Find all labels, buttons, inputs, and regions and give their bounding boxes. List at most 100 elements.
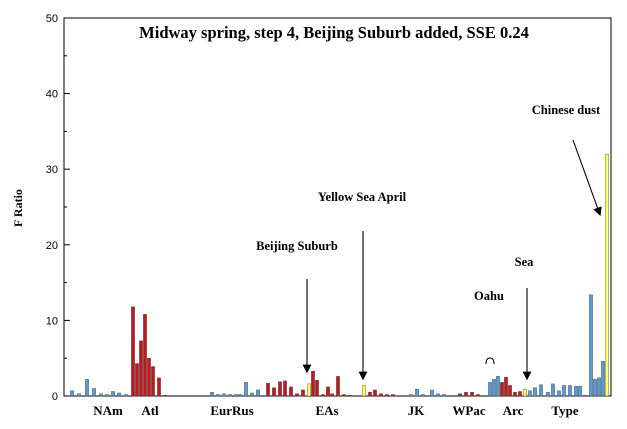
category-label: Type [551, 403, 578, 418]
bar-series [70, 153, 609, 397]
bar-red [163, 395, 167, 397]
category-label: EurRus [210, 403, 253, 418]
bar-yellow [605, 153, 609, 397]
bar-blue [256, 389, 260, 397]
bar-blue [546, 392, 550, 397]
category-label: Arc [503, 403, 524, 418]
bar-red [476, 394, 480, 397]
bar-blue [533, 387, 537, 397]
bar-red [289, 386, 293, 397]
bar-blue [574, 385, 578, 397]
bar-red [157, 377, 161, 397]
bar-blue [528, 390, 532, 397]
bar-red [500, 382, 504, 397]
y-axis-label: F Ratio [11, 189, 25, 227]
bar-yellow [307, 383, 311, 397]
bar-blue [117, 392, 121, 397]
bar-blue [557, 390, 561, 397]
annotation-label: Yellow Sea April [318, 190, 407, 204]
bar-red [311, 370, 315, 397]
bar-blue [409, 394, 413, 397]
bar-blue [415, 388, 419, 397]
y-tick-label: 0 [52, 391, 58, 403]
category-label: WPac [452, 403, 485, 418]
bar-red [272, 387, 276, 397]
bar-red [373, 389, 377, 397]
bar-blue [597, 377, 601, 397]
category-label: EAs [315, 403, 338, 418]
category-labels: NAm Atl EurRus EAs JK WPac Arc Type [93, 403, 579, 418]
bar-red [147, 358, 151, 397]
bar-red [283, 380, 287, 397]
bar-blue [430, 389, 434, 397]
bar-blue [250, 392, 254, 397]
bar-red [379, 393, 383, 397]
bar-blue [551, 383, 555, 397]
bar-red [321, 394, 325, 397]
bar-blue [210, 392, 214, 397]
bar-red [470, 392, 474, 397]
bar-blue [216, 394, 220, 397]
bar-blue [442, 394, 446, 397]
bar-red [342, 394, 346, 397]
y-tick-label: 40 [46, 89, 58, 101]
bar-red [348, 395, 352, 397]
bar-red [315, 379, 319, 397]
bar-red [301, 389, 305, 397]
category-label: Atl [141, 403, 159, 418]
annotation-label: Oahu [474, 289, 504, 303]
annotation-label: Sea [515, 255, 535, 269]
bar-blue [492, 379, 496, 397]
bar-blue [496, 376, 500, 397]
bar-blue [234, 394, 238, 397]
bar-red [143, 314, 147, 397]
bar-red [464, 392, 468, 397]
bar-blue [436, 393, 440, 397]
bar-blue [488, 382, 492, 397]
annotation-arrow [572, 139, 602, 217]
bar-blue [589, 294, 593, 397]
bar-red [151, 366, 155, 397]
bar-red [135, 363, 139, 397]
bar-blue [244, 382, 248, 397]
bar-blue [593, 379, 597, 397]
bar-red [336, 376, 340, 397]
bar-yellow [523, 388, 527, 397]
bar-red [278, 381, 282, 397]
bar-red [391, 394, 395, 397]
bar-blue [70, 390, 74, 397]
bar-red [326, 386, 330, 397]
bar-blue [99, 393, 103, 397]
y-tick-label: 20 [46, 240, 58, 252]
y-tick-label: 50 [46, 13, 58, 25]
bar-blue [222, 393, 226, 397]
bar-red [518, 391, 522, 397]
bar-blue [583, 395, 587, 397]
bar-blue [105, 394, 109, 397]
bar-red [295, 393, 299, 397]
chart-title: Midway spring, step 4, Beijing Suburb ad… [139, 23, 529, 42]
bar-blue [568, 385, 572, 397]
annotation-bracket [485, 357, 495, 365]
bar-red [508, 385, 512, 397]
bar-blue [578, 385, 582, 397]
y-tick-label: 10 [46, 315, 58, 327]
y-axis: 0 10 20 30 40 50 [46, 13, 70, 403]
y-tick-label: 30 [46, 164, 58, 176]
bar-yellow [362, 385, 366, 397]
bar-blue [111, 391, 115, 397]
bar-red [266, 382, 270, 397]
bar-red [513, 392, 517, 397]
category-label: NAm [93, 403, 123, 418]
bar-blue [238, 394, 242, 397]
bar-blue [228, 394, 232, 397]
bar-blue [601, 361, 605, 397]
annotations: Beijing Suburb Yellow Sea April Oahu Sea Chi… [256, 103, 602, 381]
bar-blue [421, 394, 425, 397]
bar-red [504, 376, 508, 397]
bar-blue [124, 394, 128, 397]
bar-red [139, 340, 143, 397]
bar-red [368, 392, 372, 397]
bar-red [131, 306, 135, 397]
